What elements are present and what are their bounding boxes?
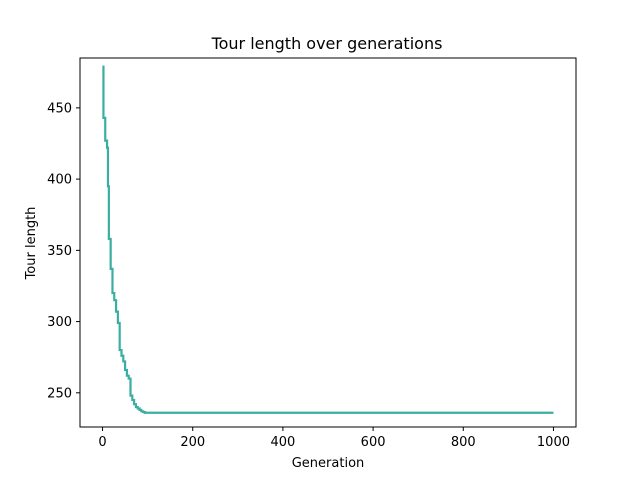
series-line-0 xyxy=(102,65,554,414)
y-axis-ticks: 250 300 350 400 450 xyxy=(47,101,80,401)
plot-frame xyxy=(79,57,577,428)
x-tick-label: 600 xyxy=(361,435,386,450)
data-layer xyxy=(102,65,554,414)
y-tick-label: 300 xyxy=(47,315,72,330)
x-tick-label: 1000 xyxy=(537,435,570,450)
chart-title: Tour length over generations xyxy=(211,34,443,53)
x-tick-label: 400 xyxy=(270,435,295,450)
x-tick-label: 800 xyxy=(451,435,476,450)
x-axis-label: Generation xyxy=(292,456,365,471)
y-tick-label: 450 xyxy=(47,101,72,116)
x-axis-ticks: 0 200 400 600 800 1000 xyxy=(98,427,570,450)
y-axis-label: Tour length xyxy=(24,207,39,281)
y-tick-label: 400 xyxy=(47,173,72,188)
x-tick-label: 0 xyxy=(98,435,106,450)
y-tick-label: 250 xyxy=(47,386,72,401)
x-tick-label: 200 xyxy=(180,435,205,450)
y-tick-label: 350 xyxy=(47,244,72,259)
